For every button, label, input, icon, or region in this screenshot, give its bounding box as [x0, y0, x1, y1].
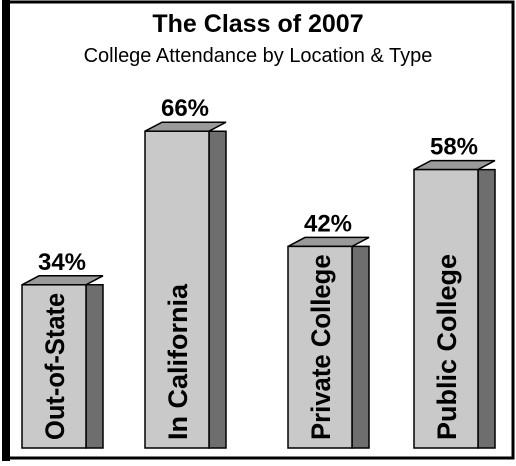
bar: [287, 245, 353, 449]
bar: [413, 168, 479, 449]
bar-side: [85, 284, 104, 449]
bar-side: [477, 168, 496, 449]
value-label: 58%: [430, 134, 478, 161]
chart-subtitle: College Attendance by Location & Type: [84, 45, 433, 67]
frame-edge: [2, 0, 10, 461]
bar: [21, 284, 87, 449]
category-label: Public College: [432, 254, 462, 440]
category-label: In California: [163, 283, 193, 440]
bar-side: [208, 130, 227, 449]
bar: [144, 130, 210, 449]
bar-side: [351, 245, 370, 449]
chart-title: The Class of 2007: [152, 10, 363, 38]
value-label: 66%: [161, 95, 209, 122]
category-label: Out-of-State: [40, 293, 70, 440]
value-label: 42%: [304, 210, 352, 237]
value-label: 34%: [38, 249, 86, 276]
category-label: Private College: [306, 254, 336, 440]
